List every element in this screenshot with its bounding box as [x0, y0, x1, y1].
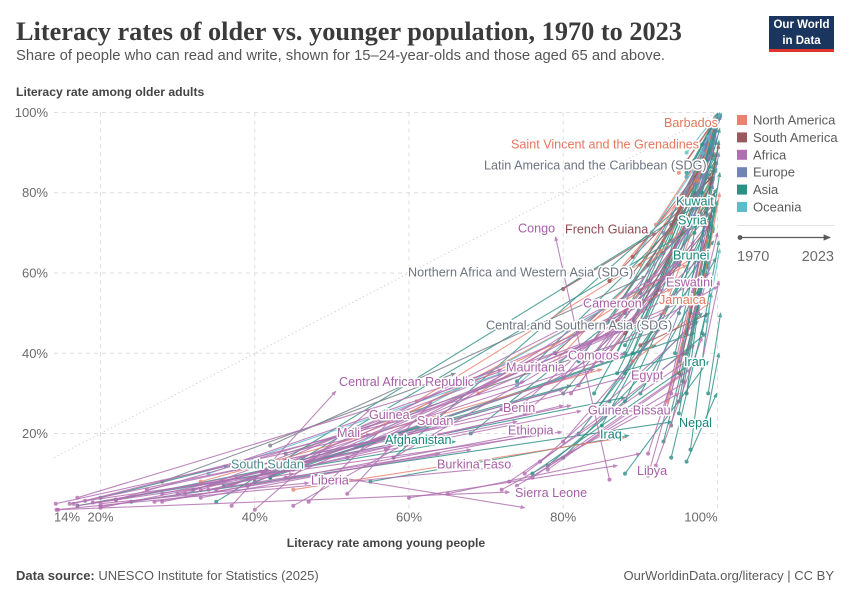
svg-text:Asia: Asia: [753, 182, 779, 197]
svg-text:Sudan: Sudan: [417, 414, 453, 428]
svg-text:Congo: Congo: [518, 221, 555, 235]
svg-text:Liberia: Liberia: [311, 473, 349, 487]
svg-text:80%: 80%: [22, 185, 48, 200]
svg-text:Mali: Mali: [337, 426, 360, 440]
svg-text:Africa: Africa: [753, 147, 787, 162]
svg-text:Northern Africa and Western As: Northern Africa and Western Asia (SDG): [408, 265, 633, 279]
svg-text:Iran: Iran: [684, 355, 706, 369]
svg-text:20%: 20%: [22, 426, 48, 441]
svg-text:Barbados: Barbados: [664, 116, 718, 130]
svg-text:Jamaica: Jamaica: [659, 293, 706, 307]
svg-text:Central African Republic: Central African Republic: [339, 375, 474, 389]
svg-text:60%: 60%: [396, 510, 422, 525]
svg-text:2023: 2023: [802, 249, 834, 265]
svg-text:Ethiopia: Ethiopia: [508, 423, 554, 437]
svg-text:80%: 80%: [550, 510, 576, 525]
svg-text:60%: 60%: [22, 266, 48, 281]
svg-text:Syria: Syria: [678, 213, 707, 227]
svg-text:Kuwait: Kuwait: [676, 194, 714, 208]
svg-text:20%: 20%: [87, 510, 113, 525]
svg-text:Cameroon: Cameroon: [583, 296, 642, 310]
svg-text:Brunei: Brunei: [673, 248, 709, 262]
svg-text:Libya: Libya: [637, 464, 667, 478]
svg-text:100%: 100%: [684, 510, 718, 525]
svg-text:Oceania: Oceania: [753, 200, 802, 215]
svg-text:Nepal: Nepal: [679, 416, 712, 430]
svg-text:14%: 14%: [54, 510, 80, 525]
svg-text:North America: North America: [753, 113, 836, 128]
svg-text:Mauritania: Mauritania: [506, 360, 565, 374]
svg-text:40%: 40%: [22, 346, 48, 361]
svg-text:1970: 1970: [737, 249, 769, 265]
svg-text:Literacy rate among young peop: Literacy rate among young people: [287, 536, 486, 550]
svg-text:Guinea-Bissau: Guinea-Bissau: [588, 403, 671, 417]
svg-text:40%: 40%: [242, 510, 268, 525]
svg-text:Saint Vincent and the Grenadin: Saint Vincent and the Grenadines: [511, 137, 699, 151]
svg-text:Latin America and the Caribbea: Latin America and the Caribbean (SDG): [484, 158, 707, 172]
svg-text:French Guiana: French Guiana: [565, 222, 648, 236]
svg-text:Europe: Europe: [753, 165, 795, 180]
svg-text:Central and Southern Asia (SDG: Central and Southern Asia (SDG): [486, 318, 672, 332]
svg-text:Guinea: Guinea: [369, 408, 410, 422]
svg-text:100%: 100%: [15, 105, 49, 120]
svg-text:Literacy rate among older adul: Literacy rate among older adults: [16, 85, 205, 99]
svg-text:Afghanistan: Afghanistan: [385, 433, 452, 447]
svg-text:Comoros: Comoros: [568, 348, 619, 362]
svg-text:Iraq: Iraq: [600, 427, 622, 441]
svg-text:Burkina Faso: Burkina Faso: [437, 457, 511, 471]
svg-text:Egypt: Egypt: [631, 368, 664, 382]
svg-text:Sierra Leone: Sierra Leone: [515, 486, 587, 500]
svg-text:South Sudan: South Sudan: [231, 457, 304, 471]
svg-text:Eswatini: Eswatini: [666, 275, 713, 289]
svg-text:South America: South America: [753, 130, 838, 145]
svg-text:Benin: Benin: [503, 401, 535, 415]
